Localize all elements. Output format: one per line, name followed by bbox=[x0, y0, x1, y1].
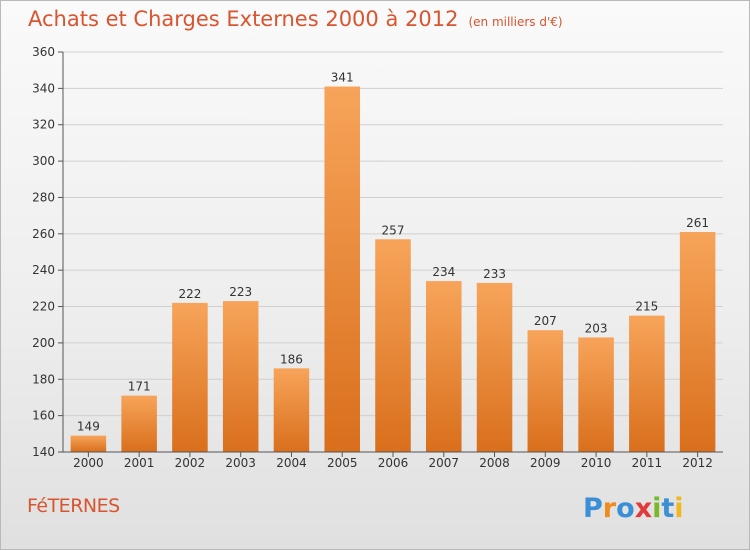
bar-layer bbox=[70, 86, 716, 452]
proxiti-logo: Proxiti bbox=[583, 493, 684, 524]
x-tick-label: 2002 bbox=[175, 456, 206, 470]
x-tick-label: 2004 bbox=[276, 456, 307, 470]
data-label: 215 bbox=[635, 300, 658, 314]
y-tick-label: 140 bbox=[32, 445, 55, 459]
bar-2002 bbox=[172, 302, 208, 452]
bar-2001 bbox=[121, 395, 157, 452]
data-label: 186 bbox=[280, 352, 303, 366]
data-label: 171 bbox=[128, 380, 151, 394]
bar-2005 bbox=[324, 86, 360, 452]
bar-2004 bbox=[273, 368, 310, 452]
x-tick-label: 2012 bbox=[682, 456, 713, 470]
y-tick-label: 240 bbox=[32, 263, 55, 277]
y-tick-label: 300 bbox=[32, 154, 55, 168]
chart-title-block: Achats et Charges Externes 2000 à 2012 (e… bbox=[28, 7, 563, 31]
x-tick-label: 2003 bbox=[225, 456, 256, 470]
x-tick-label: 2009 bbox=[530, 456, 561, 470]
bar-2007 bbox=[426, 281, 462, 452]
y-tick-label: 180 bbox=[32, 372, 55, 386]
data-label: 341 bbox=[331, 71, 354, 85]
y-tick-label: 160 bbox=[32, 409, 55, 423]
data-label: 222 bbox=[178, 287, 201, 301]
data-label: 257 bbox=[382, 223, 405, 237]
axis-layer: 140 160 180 200 220 240 260 280 300 320 340 360 2000… bbox=[32, 45, 723, 470]
x-tick-label: 2001 bbox=[124, 456, 155, 470]
y-tick-label: 280 bbox=[32, 190, 55, 204]
y-tick-label: 200 bbox=[32, 336, 55, 350]
x-tick-label: 2006 bbox=[378, 456, 409, 470]
y-tick-label: 340 bbox=[32, 81, 55, 95]
data-label: 207 bbox=[534, 314, 557, 328]
data-label: 261 bbox=[686, 216, 709, 230]
data-label: 149 bbox=[77, 420, 100, 434]
bar-2012 bbox=[679, 232, 716, 452]
y-tick-label: 320 bbox=[32, 118, 55, 132]
data-label: 234 bbox=[432, 265, 455, 279]
x-tick-label: 2005 bbox=[327, 456, 358, 470]
chart-unit: (en milliers d'€) bbox=[468, 15, 563, 29]
data-label: 233 bbox=[483, 267, 506, 281]
y-tick-label: 360 bbox=[32, 45, 55, 59]
bar-2008 bbox=[476, 282, 513, 452]
x-tick-label: 2008 bbox=[479, 456, 510, 470]
bar-2006 bbox=[375, 239, 411, 452]
y-tick-label: 260 bbox=[32, 227, 55, 241]
bar-2000 bbox=[70, 435, 107, 452]
chart-title: Achats et Charges Externes 2000 à 2012 bbox=[28, 7, 459, 31]
x-tick-label: 2007 bbox=[428, 456, 459, 470]
x-tick-label: 2011 bbox=[632, 456, 663, 470]
bar-2011 bbox=[629, 315, 665, 452]
bar-2009 bbox=[527, 330, 564, 452]
bar-2010 bbox=[578, 337, 614, 452]
bar-2003 bbox=[222, 301, 259, 452]
y-tick-label: 220 bbox=[32, 300, 55, 314]
label-layer: 149 171 222 223 186 341 257 234 233 207 203 215 261 bbox=[77, 71, 709, 434]
svg-text:Proxiti: Proxiti bbox=[583, 493, 684, 524]
x-tick-label: 2010 bbox=[581, 456, 612, 470]
town-name: FéTERNES bbox=[27, 495, 120, 517]
x-tick-label: 2000 bbox=[73, 456, 104, 470]
data-label: 223 bbox=[229, 285, 252, 299]
data-label: 203 bbox=[585, 321, 608, 335]
